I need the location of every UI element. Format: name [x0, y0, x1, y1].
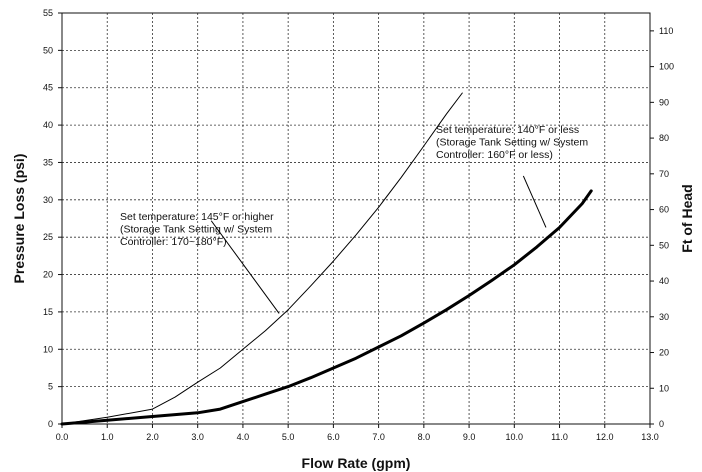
- y-tick-label: 15: [43, 307, 53, 317]
- annotation-1-line-2: (Storage Tank Setting w/ System: [120, 224, 272, 236]
- y-tick-label: 10: [43, 344, 53, 354]
- x-tick-label: 5.0: [282, 432, 295, 442]
- annotation-1-pointer: [210, 220, 280, 314]
- y2-axis-title: Ft of Head: [679, 184, 695, 252]
- x-tick-label: 12.0: [596, 432, 614, 442]
- annotation-1-line-1: Set temperature: 145°F or higher: [120, 211, 274, 223]
- x-tick-label: 3.0: [191, 432, 204, 442]
- y2-tick-label: 70: [659, 169, 669, 179]
- x-tick-label: 7.0: [372, 432, 385, 442]
- x-tick-label: 8.0: [418, 432, 431, 442]
- y2-tick-label: 10: [659, 383, 669, 393]
- annotation-1-line-3: Controller: 170~180°F): [120, 236, 227, 248]
- y-tick-label: 40: [43, 120, 53, 130]
- x-axis-title: Flow Rate (gpm): [302, 455, 411, 471]
- y2-tick-label: 0: [659, 419, 664, 429]
- annotation-2-line-2: (Storage Tank Setting w/ System: [436, 137, 588, 149]
- y2-tick-label: 30: [659, 312, 669, 322]
- y-tick-label: 20: [43, 270, 53, 280]
- x-tick-label: 6.0: [327, 432, 340, 442]
- y-tick-label: 50: [43, 45, 53, 55]
- annotation-2-pointer: [522, 175, 547, 228]
- annotation-2-line-3: Controller: 160°F or less): [436, 149, 553, 161]
- y2-tick-label: 20: [659, 348, 669, 358]
- y-tick-label: 35: [43, 157, 53, 167]
- y-tick-label: 5: [48, 382, 53, 392]
- series-line-1: [61, 92, 463, 425]
- x-tick-label: 10.0: [506, 432, 524, 442]
- y2-tick-label: 110: [659, 26, 673, 36]
- x-tick-label: 2.0: [146, 432, 159, 442]
- x-tick-label: 4.0: [237, 432, 250, 442]
- y2-tick-label: 40: [659, 276, 669, 286]
- annotation-2-line-1: Set temperature: 140°F or less: [436, 124, 579, 136]
- y-tick-label: 25: [43, 232, 53, 242]
- y2-tick-label: 50: [659, 240, 669, 250]
- y-tick-label: 30: [43, 195, 53, 205]
- x-tick-label: 9.0: [463, 432, 476, 442]
- x-tick-label: 1.0: [101, 432, 114, 442]
- y-tick-label: 55: [43, 8, 53, 18]
- y-tick-label: 45: [43, 83, 53, 93]
- x-tick-label: 0.0: [56, 432, 69, 442]
- series-line-2: [60, 189, 593, 426]
- x-tick-label: 13.0: [641, 432, 659, 442]
- y2-tick-label: 60: [659, 205, 669, 215]
- x-tick-label: 11.0: [551, 432, 568, 442]
- y-axis-title: Pressure Loss (psi): [11, 154, 27, 284]
- y2-tick-label: 80: [659, 133, 669, 143]
- y2-tick-label: 100: [659, 62, 674, 72]
- y-tick-label: 0: [48, 419, 53, 429]
- y2-tick-label: 90: [659, 97, 669, 107]
- plot-frame: [61, 12, 651, 425]
